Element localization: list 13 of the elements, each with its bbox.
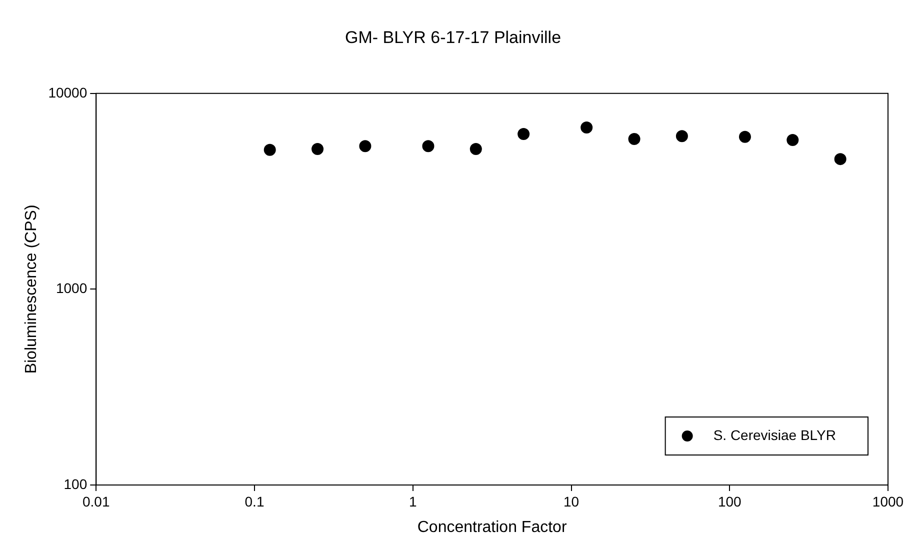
legend-label: S. Cerevisiae BLYR [713, 426, 836, 443]
x-tick-label: 1 [408, 493, 417, 510]
chart-title: GM- BLYR 6-17-17 Plainville [344, 28, 562, 47]
x-tick-label: 1000 [872, 493, 904, 510]
y-tick-label: 100 [64, 476, 88, 492]
x-axis-title: Concentration Factor [417, 518, 568, 536]
y-tick-label: 1000 [56, 280, 88, 296]
x-tick-label: 0.01 [82, 493, 110, 510]
x-tick-label: 0.1 [244, 493, 264, 510]
y-axis-title: Bioluminescence (CPS) [23, 204, 40, 374]
y-tick-label: 10000 [48, 84, 88, 100]
x-tick-label: 100 [718, 493, 742, 510]
x-tick-label: 10 [563, 493, 580, 510]
